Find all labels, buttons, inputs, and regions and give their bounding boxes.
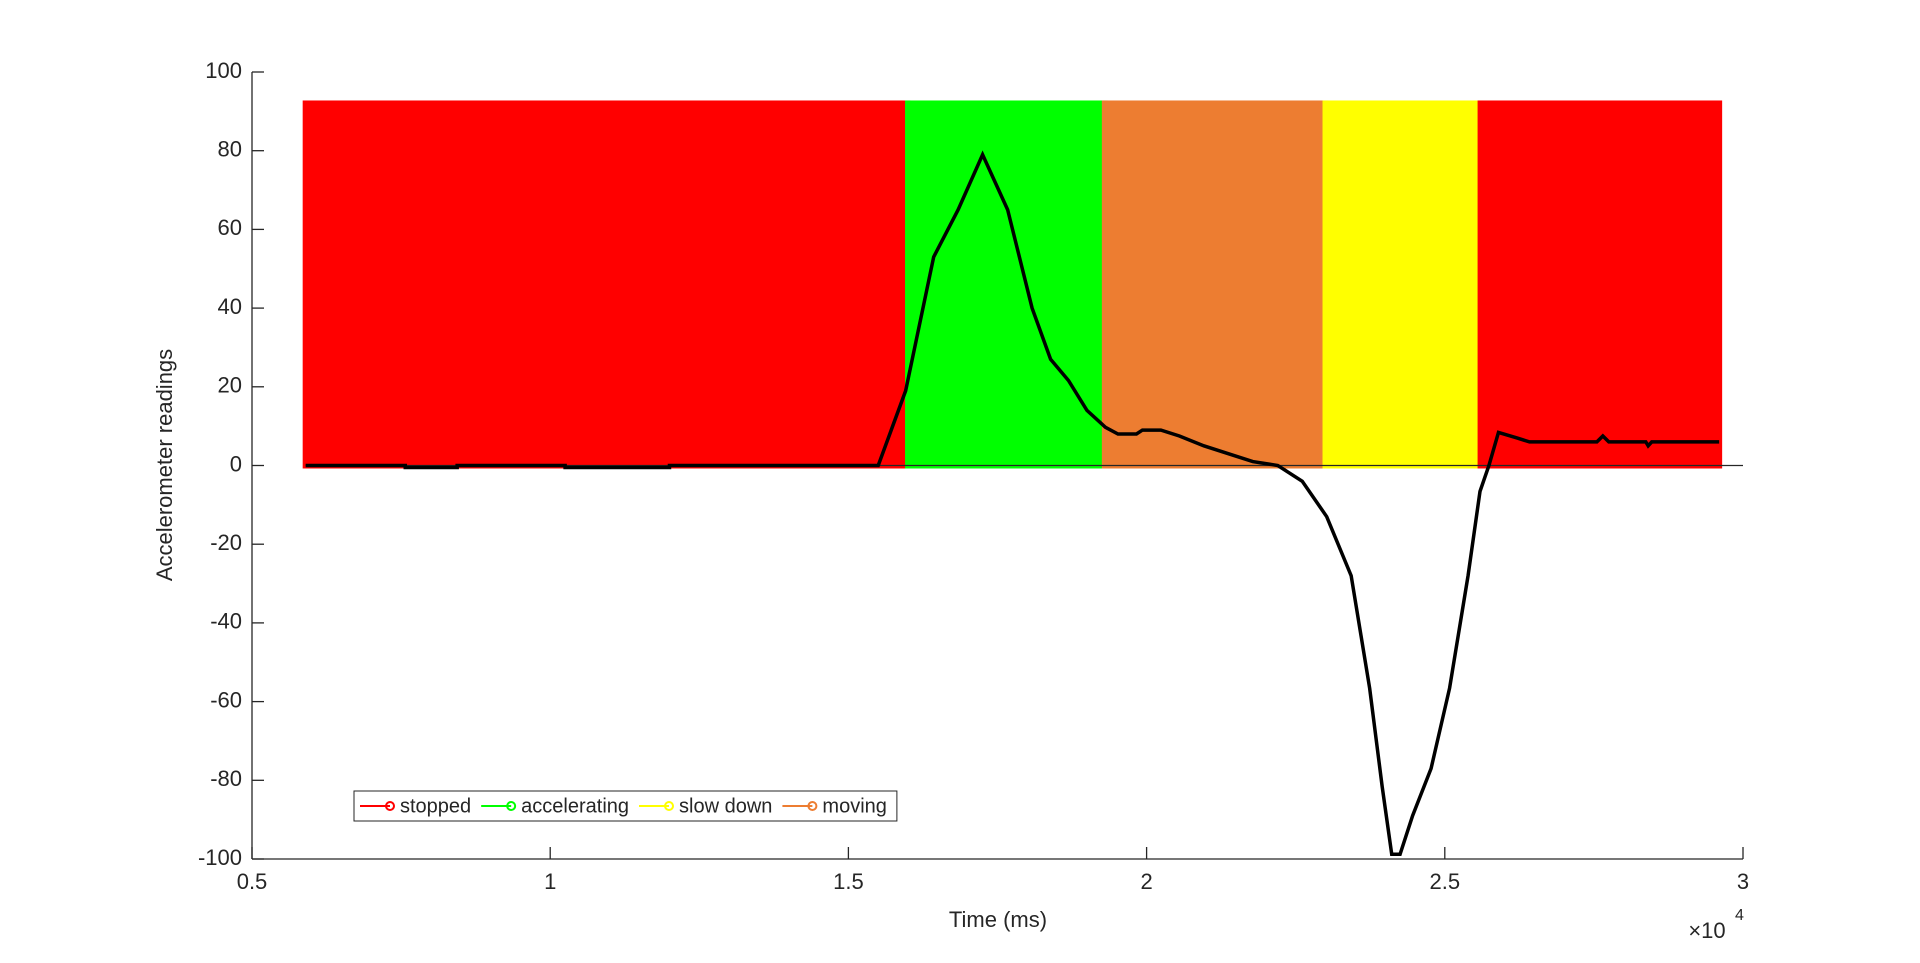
- state-band: [905, 100, 1108, 469]
- y-tick-label: 0: [230, 451, 242, 476]
- x-tick-label: 2.5: [1430, 869, 1461, 894]
- x-tick-label: 1.5: [833, 869, 864, 894]
- legend-label: accelerating: [521, 795, 629, 817]
- legend-marker: [385, 801, 395, 811]
- x-tick-label: 0.5: [237, 869, 268, 894]
- y-tick-label: 80: [218, 137, 242, 162]
- y-tick-label: -60: [210, 687, 242, 712]
- data-line: [305, 150, 1720, 857]
- state-band: [1322, 100, 1484, 469]
- legend: stopped accelerating slow down moving: [353, 790, 898, 822]
- legend-label: moving: [822, 795, 886, 817]
- x-multiplier-exponent: 4: [1735, 907, 1744, 924]
- legend-marker: [807, 801, 818, 811]
- y-tick-label: -40: [210, 609, 242, 634]
- y-tick-label: 60: [218, 215, 242, 240]
- y-tick-label: -80: [210, 766, 242, 791]
- state-band: [1101, 100, 1329, 469]
- x-tick-label: 1: [544, 869, 556, 894]
- y-tick-label: 20: [218, 373, 242, 398]
- x-axis-label: Time (ms): [949, 907, 1047, 932]
- legend-label: slow down: [679, 795, 772, 817]
- y-axis-label: Accelerometer readings: [152, 349, 177, 581]
- legend-label: stopped: [400, 795, 471, 817]
- state-band: [302, 100, 912, 469]
- y-tick-label: -20: [210, 530, 242, 555]
- legend-marker: [506, 801, 517, 811]
- state-band: [1477, 100, 1723, 469]
- y-tick-label: -100: [198, 845, 242, 870]
- x-multiplier: ×10: [1688, 918, 1725, 943]
- x-tick-label: 3: [1737, 869, 1749, 894]
- legend-marker: [664, 801, 675, 811]
- y-tick-label: 100: [205, 58, 242, 83]
- x-tick-label: 2: [1140, 869, 1152, 894]
- y-tick-label: 40: [218, 294, 242, 319]
